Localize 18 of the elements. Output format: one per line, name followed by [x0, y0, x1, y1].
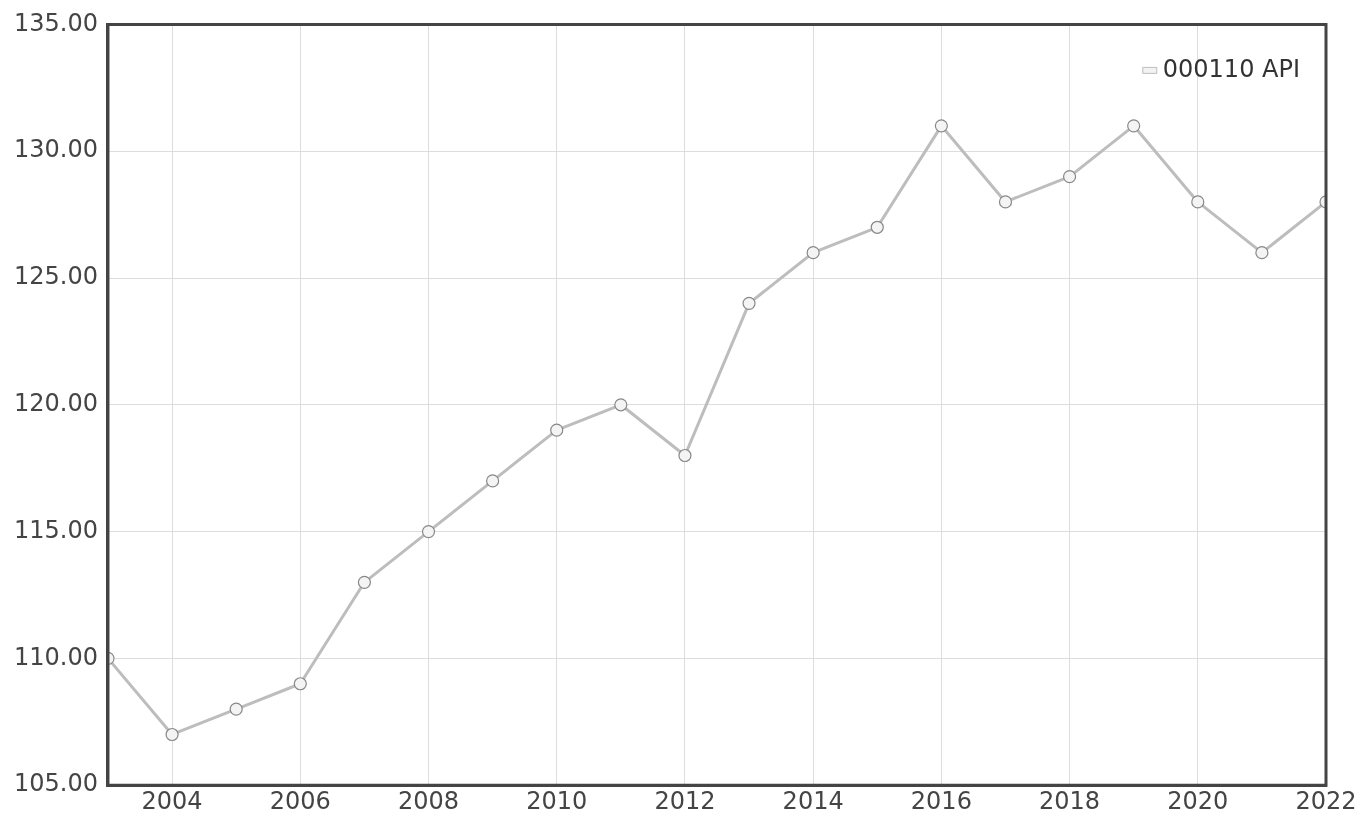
y-tick-label: 125.00 — [13, 262, 98, 291]
y-tick-label: 130.00 — [13, 135, 98, 164]
x-tick-label: 2022 — [1295, 786, 1357, 815]
legend-label: 000110 API — [1162, 54, 1300, 83]
x-tick-label: 2014 — [782, 786, 844, 815]
x-tick-label: 2012 — [654, 786, 716, 815]
y-tick-label: 105.00 — [13, 769, 98, 798]
y-tick-label: 110.00 — [13, 642, 98, 671]
x-tick-label: 2006 — [269, 786, 331, 815]
x-tick-label: 2020 — [1167, 786, 1229, 815]
y-tick-label: 135.00 — [13, 8, 98, 37]
y-tick-label: 120.00 — [13, 389, 98, 418]
x-tick-label: 2004 — [141, 786, 203, 815]
x-tick-label: 2010 — [526, 786, 588, 815]
x-tick-label: 2018 — [1039, 786, 1101, 815]
x-tick-label: 2008 — [397, 786, 460, 815]
y-tick-label: 115.00 — [13, 515, 98, 544]
x-tick-label: 2016 — [910, 786, 972, 815]
